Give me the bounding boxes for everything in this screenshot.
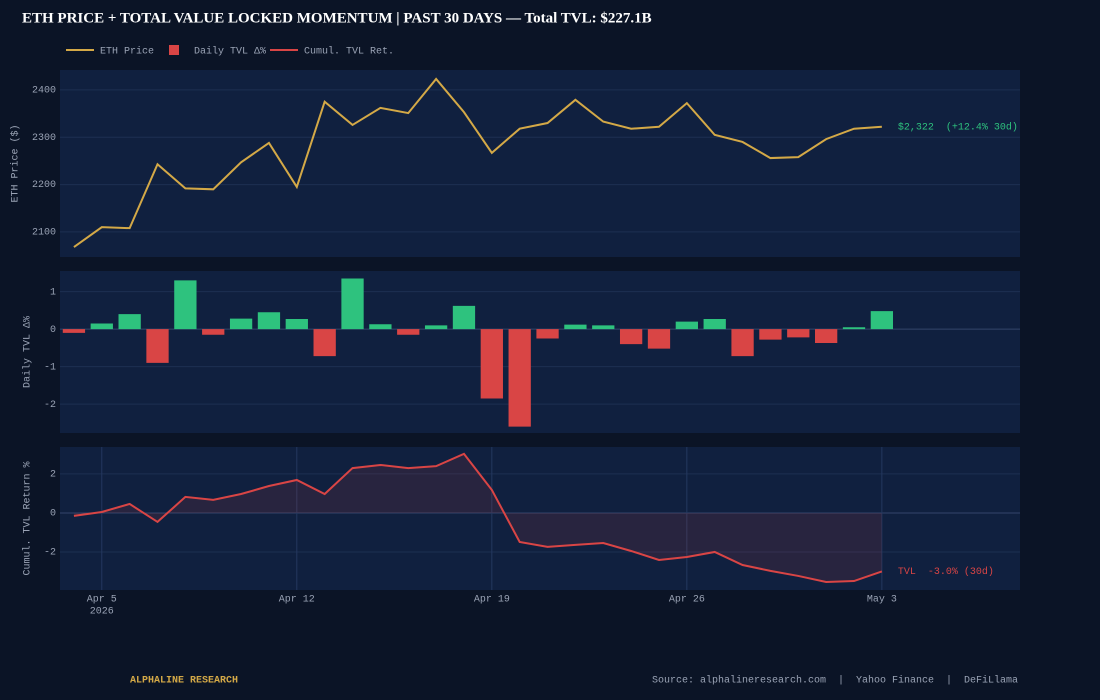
bar	[146, 329, 169, 363]
bar	[480, 329, 503, 399]
bar	[62, 329, 86, 333]
x-tick-label: Apr 12	[279, 595, 315, 606]
x-tick-label: Apr 26	[669, 595, 705, 606]
bar	[870, 311, 894, 330]
y-tick-label: -1	[44, 362, 56, 373]
bar	[341, 278, 364, 330]
x-year-label: 2026	[90, 607, 114, 618]
bar	[647, 329, 671, 349]
legend-label: Daily TVL Δ%	[194, 46, 266, 58]
bar	[229, 318, 253, 330]
chart-title: ETH PRICE + TOTAL VALUE LOCKED MOMENTUM …	[22, 10, 652, 26]
line	[73, 452, 883, 584]
bar	[202, 329, 225, 335]
bar	[174, 280, 197, 330]
bar	[731, 329, 754, 357]
area-fill	[73, 453, 882, 583]
bar	[118, 314, 141, 330]
x-tick-label: Apr 5	[87, 595, 117, 606]
legend-label: Cumul. TVL Ret.	[304, 46, 394, 58]
footer-source: Source: alphalineresearch.com | Yahoo Fi…	[652, 675, 1018, 687]
footer-brand: ALPHALINE RESEARCH	[130, 676, 238, 687]
line	[73, 77, 882, 248]
plot-area	[60, 271, 1020, 433]
legend-label: ETH Price	[100, 46, 154, 58]
y-tick-label: 2	[50, 470, 56, 481]
bar	[703, 319, 726, 330]
bar	[90, 323, 113, 330]
bar	[759, 329, 782, 340]
y-tick-label: 2100	[32, 228, 56, 239]
y-axis-label: Daily TVL Δ%	[22, 316, 34, 388]
bar	[257, 312, 281, 330]
bar	[452, 305, 476, 330]
bar	[842, 327, 866, 330]
plot-area	[60, 447, 1020, 590]
bar	[508, 329, 531, 427]
y-tick-label: -2	[44, 400, 56, 411]
bar	[397, 329, 420, 335]
y-axis-label: ETH Price ($)	[10, 124, 22, 202]
y-tick-label: -2	[44, 548, 56, 559]
y-tick-label: 2300	[32, 133, 56, 144]
y-tick-label: 0	[50, 325, 56, 336]
bar	[787, 329, 810, 338]
bar	[675, 321, 698, 330]
annotation: TVL -3.0% (30d)	[898, 566, 994, 578]
bar	[619, 329, 643, 345]
bar	[369, 324, 392, 330]
annotation: $2,322 (+12.4% 30d)	[898, 121, 1018, 133]
legend-swatch	[169, 45, 179, 55]
y-tick-label: 0	[50, 509, 56, 520]
bar	[313, 329, 336, 357]
y-axis-label: Cumul. TVL Return %	[22, 461, 34, 575]
bar	[424, 325, 448, 330]
bar	[564, 324, 587, 330]
bar	[592, 325, 615, 330]
y-tick-label: 2200	[32, 180, 56, 191]
bar	[536, 329, 559, 339]
bar	[814, 329, 838, 343]
plot-area	[60, 70, 1020, 257]
y-tick-label: 1	[50, 287, 56, 298]
x-tick-label: Apr 19	[474, 595, 510, 606]
y-tick-label: 2400	[32, 86, 56, 97]
x-tick-label: May 3	[867, 595, 897, 606]
bar	[285, 319, 308, 330]
